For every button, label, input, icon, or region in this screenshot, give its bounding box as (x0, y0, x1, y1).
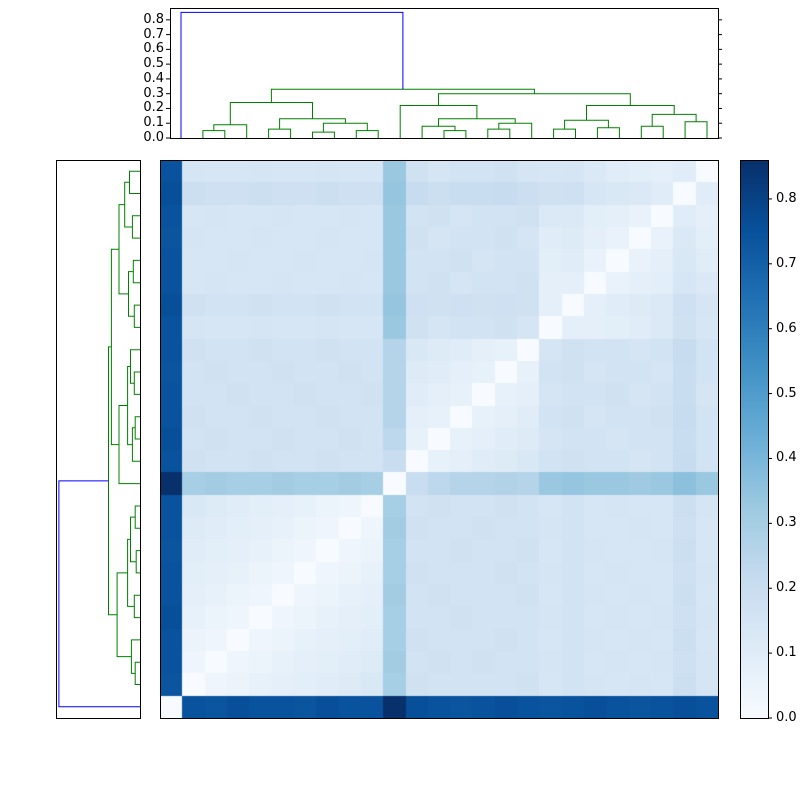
top-axis-tick-label: 0.5 (143, 56, 164, 72)
top-axis-tick-label: 0.4 (143, 70, 164, 86)
dendrogram-link (132, 259, 140, 284)
dendrogram-link (134, 416, 140, 440)
top-dendrogram-links (180, 11, 708, 138)
dendrogram-link (586, 105, 675, 121)
dendrogram-link (133, 304, 140, 328)
dendrogram-link (684, 121, 708, 138)
dendrogram-link (133, 371, 140, 395)
colorbar-tick-label: 0.7 (776, 255, 797, 271)
top-axis-tick-label: 0.8 (143, 11, 164, 27)
dendrogram-link (131, 427, 140, 462)
dendrogram-link (498, 122, 533, 138)
dendrogram-link (355, 130, 379, 138)
colorbar-tick-label: 0.4 (776, 450, 797, 466)
left-dendrogram-links (58, 170, 140, 708)
colorbar-tick-label: 0.6 (776, 320, 797, 336)
dendrogram-link (229, 102, 313, 125)
dendrogram-link (110, 248, 119, 446)
dendrogram-link (268, 128, 292, 138)
dendrogram-link (213, 124, 248, 138)
dendrogram-link (438, 93, 631, 106)
dendrogram-link (270, 88, 535, 103)
dendrogram-link (640, 125, 664, 138)
dendrogram-link (135, 550, 140, 574)
dendrogram-link (116, 572, 132, 658)
dendrogram-link (129, 170, 140, 194)
dendrogram-link (202, 130, 226, 138)
dendrogram-link (443, 130, 467, 138)
dendrogram-link (133, 594, 140, 619)
dendrogram-link (651, 113, 697, 127)
top-axis-tick-label: 0.3 (143, 85, 164, 101)
dendrogram-link (134, 505, 140, 529)
dendrogram-link (131, 215, 140, 239)
heatmap-image (160, 160, 718, 718)
colorbar-tick-label: 0.3 (776, 515, 797, 531)
colorbar-tick-label: 0.5 (776, 385, 797, 401)
colorbar-tick-label: 0.8 (776, 190, 797, 206)
colorbar-tick-label: 0.2 (776, 580, 797, 596)
top-axis-tick-label: 0.1 (143, 115, 164, 131)
dendrogram-link (108, 346, 118, 616)
dendrogram-link (596, 127, 620, 138)
top-dendrogram-frame (170, 8, 719, 139)
top-axis-tick-label: 0.6 (143, 41, 164, 57)
dendrogram-link (312, 131, 335, 138)
dendrogram-link (279, 118, 346, 130)
dendrogram-link (118, 204, 129, 295)
dendrogram-link (421, 125, 456, 138)
dendrogram-link (438, 118, 516, 127)
dendrogram-link (487, 128, 511, 138)
colorbar-tick-label: 0.1 (776, 645, 797, 661)
heatmap-frame (160, 160, 719, 719)
left-dendrogram-frame (56, 160, 141, 719)
colorbar-frame (740, 160, 769, 719)
colorbar-gradient (740, 160, 768, 718)
dendrogram-link (124, 181, 133, 228)
dendrogram-link (134, 661, 140, 685)
dendrogram-link (553, 128, 576, 138)
colorbar-tick-label: 0.0 (776, 710, 797, 725)
top-axis-tick-label: 0.0 (143, 130, 164, 145)
dendrogram-link (180, 11, 404, 138)
top-axis-tick-label: 0.7 (143, 26, 164, 42)
dendrogram-link (130, 349, 140, 384)
dendrogram-link (58, 480, 140, 708)
top-axis-tick-label: 0.2 (143, 100, 164, 116)
